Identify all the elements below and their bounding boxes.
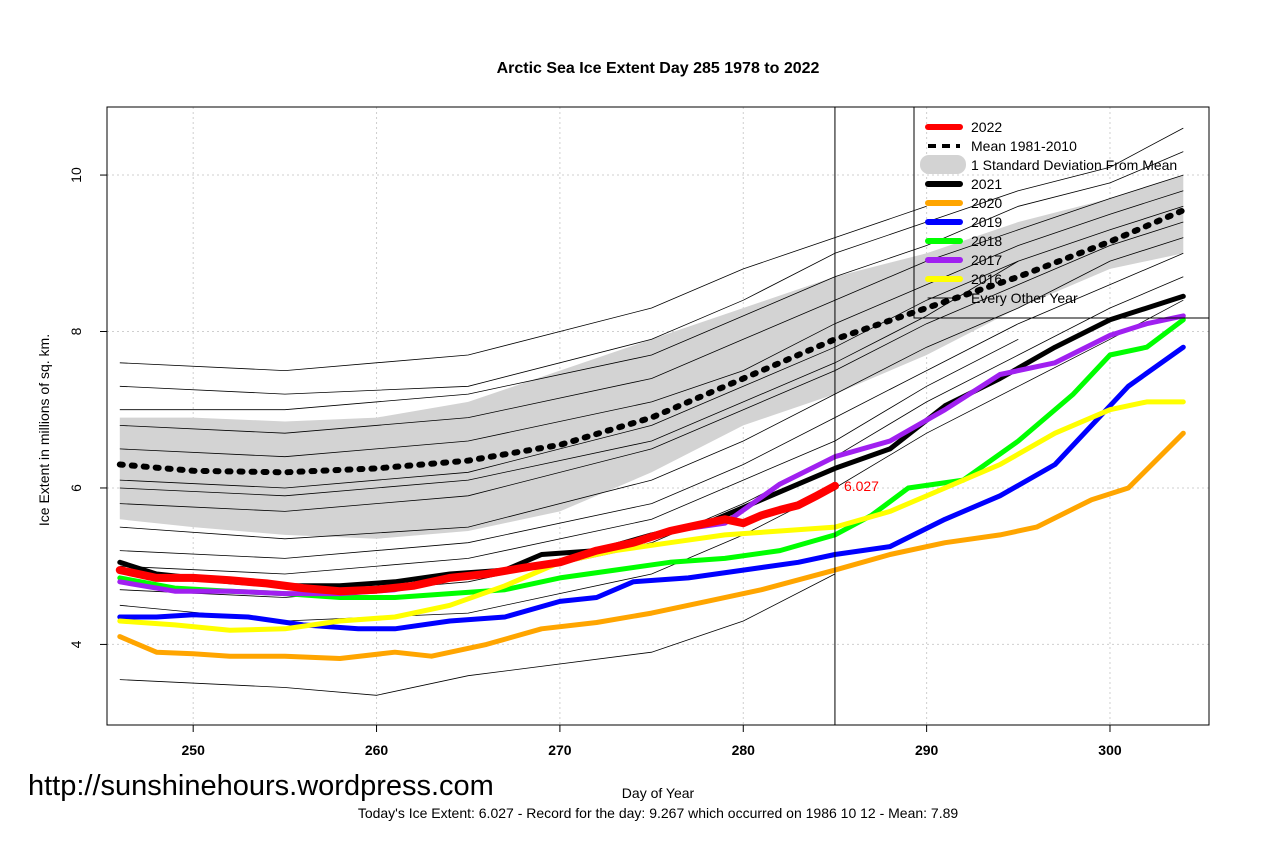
legend: 2022 Mean 1981-2010 1 Standard Deviation F… bbox=[913, 106, 1210, 319]
legend-label: Every Other Year bbox=[971, 290, 1078, 306]
legend-label: 2016 bbox=[971, 271, 1002, 287]
current-value-dot bbox=[830, 481, 839, 490]
other-year-line bbox=[119, 573, 836, 696]
series-2020-line bbox=[117, 430, 1186, 661]
plot-frame bbox=[106, 106, 1210, 726]
grid bbox=[107, 107, 1209, 725]
y-axis-label: Ice Extent in millions of sq. km. bbox=[36, 333, 52, 527]
legend-label: 2019 bbox=[971, 214, 1002, 230]
legend-label: 2021 bbox=[971, 176, 1002, 192]
other-year-line bbox=[119, 174, 1184, 434]
y-tick-label: 10 bbox=[68, 167, 84, 183]
other-year-line bbox=[119, 338, 1019, 575]
series-mean-line bbox=[116, 207, 1187, 476]
legend-box bbox=[913, 106, 1210, 319]
x-tick-label: 270 bbox=[548, 742, 572, 758]
other-year-line bbox=[119, 260, 1019, 497]
y-tick-label: 4 bbox=[68, 640, 84, 648]
footer-stats: Today's Ice Extent: 6.027 - Record for t… bbox=[357, 805, 959, 821]
x-tick-label: 300 bbox=[1098, 742, 1122, 758]
other-year-line bbox=[119, 221, 1184, 512]
other-year-line bbox=[119, 237, 1184, 540]
other-year-line bbox=[119, 127, 1184, 395]
axes: 250 260 270 280 290 300 4 6 8 10 bbox=[68, 106, 1210, 758]
series-2019-line bbox=[117, 344, 1186, 632]
series-2016-line bbox=[117, 399, 1186, 633]
current-value-label: 6.027 bbox=[844, 478, 879, 494]
y-tick-label: 8 bbox=[68, 327, 84, 335]
marker-layer: 6.027 bbox=[830, 107, 879, 725]
legend-swatch-band bbox=[920, 155, 966, 174]
series-2022-line bbox=[115, 481, 839, 596]
watermark-url: http://sunshinehours.wordpress.com bbox=[28, 770, 494, 802]
other-year-line bbox=[119, 205, 1184, 489]
x-tick-label: 260 bbox=[365, 742, 389, 758]
chart-title: Arctic Sea Ice Extent Day 285 1978 to 20… bbox=[496, 60, 820, 77]
x-axis-label: Day of Year bbox=[621, 785, 695, 801]
other-year-line bbox=[119, 151, 1184, 411]
legend-label: Mean 1981-2010 bbox=[971, 138, 1077, 154]
legend-label: 1 Standard Deviation From Mean bbox=[971, 157, 1177, 173]
other-year-line bbox=[119, 252, 1184, 559]
legend-label: 2017 bbox=[971, 252, 1002, 268]
other-year-line bbox=[119, 190, 1184, 458]
mean-layer bbox=[116, 207, 1187, 476]
series-layer bbox=[115, 293, 1186, 661]
legend-label: 2022 bbox=[971, 119, 1002, 135]
legend-label: 2018 bbox=[971, 233, 1002, 249]
legend-label: 2020 bbox=[971, 195, 1002, 211]
y-tick-label: 6 bbox=[68, 484, 84, 492]
x-tick-label: 250 bbox=[182, 742, 206, 758]
x-tick-label: 280 bbox=[732, 742, 756, 758]
x-tick-label: 290 bbox=[915, 742, 939, 758]
